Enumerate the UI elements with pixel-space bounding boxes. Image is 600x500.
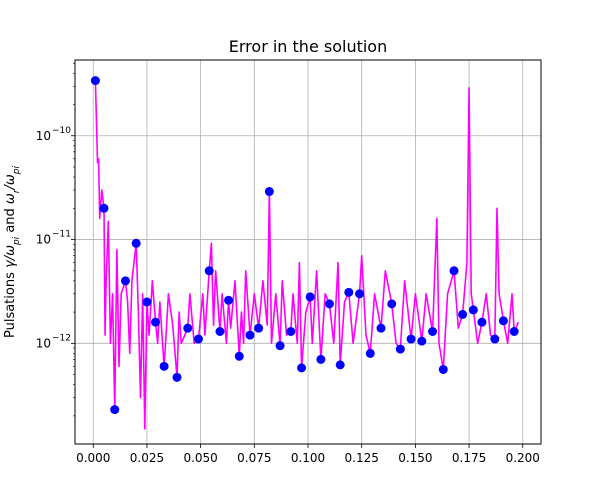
error-marker-point <box>458 309 468 319</box>
error-marker-point <box>297 363 307 373</box>
grid-lines <box>75 60 541 444</box>
error-marker-point <box>151 317 161 327</box>
error-marker-point <box>234 351 244 361</box>
error-marker-point <box>468 305 478 315</box>
error-marker-point <box>490 334 500 344</box>
error-marker-point <box>193 334 203 344</box>
error-marker-point <box>355 289 365 299</box>
x-axis-ticks: 0.000 0.025 0.050 0.075 0.100 0.125 0.150 0.175… <box>76 444 540 465</box>
error-marker-point <box>324 299 334 309</box>
error-marker-point <box>120 276 130 286</box>
error-marker-point <box>90 76 100 86</box>
error-marker-point <box>224 295 234 305</box>
error-marker-point <box>406 334 416 344</box>
error-marker-point <box>428 327 438 336</box>
x-tick-label: 0.050 <box>183 451 217 465</box>
error-marker-point <box>245 330 255 340</box>
x-tick-label: 0.000 <box>76 451 110 465</box>
error-marker-point <box>215 327 225 336</box>
x-tick-label: 0.025 <box>130 451 164 465</box>
x-tick-label: 0.075 <box>237 451 271 465</box>
error-marker-point <box>159 361 169 371</box>
error-marker-point <box>387 299 397 309</box>
error-marker-point <box>417 336 427 346</box>
error-marker-point <box>183 323 193 333</box>
x-tick-label: 0.175 <box>452 451 486 465</box>
error-marker-point <box>275 341 285 351</box>
error-marker-point <box>264 187 274 197</box>
error-marker-point <box>110 405 120 415</box>
error-marker-point <box>509 327 519 336</box>
error-marker-point <box>449 266 459 276</box>
error-marker-point <box>376 323 386 333</box>
error-marker-point <box>498 316 508 326</box>
error-marker-point <box>438 364 448 374</box>
y-tick-exponent: −11 <box>52 230 71 240</box>
chart-title: Error in the solution <box>229 37 387 56</box>
error-marker-point <box>305 292 315 302</box>
error-marker-point <box>142 297 152 307</box>
x-tick-label: 0.200 <box>506 451 540 465</box>
y-tick-exponent: −10 <box>52 126 71 136</box>
y-tick-exponent: −12 <box>52 333 71 343</box>
x-tick-label: 0.125 <box>345 451 379 465</box>
y-tick-label: 10 <box>36 233 51 247</box>
error-marker-point <box>172 372 182 382</box>
error-marker-point <box>131 238 141 248</box>
error-marker-point <box>99 203 109 213</box>
error-marker-point <box>395 344 405 354</box>
y-tick-label: 10 <box>36 129 51 143</box>
y-axis-label: Pulsations γ/ωpi and ωr/ωpi <box>3 165 22 338</box>
error-marker-point <box>316 354 326 364</box>
x-tick-label: 0.100 <box>291 451 325 465</box>
error-marker-series <box>90 76 519 415</box>
error-marker-point <box>204 266 214 276</box>
x-tick-label: 0.150 <box>398 451 432 465</box>
y-tick-label: 10 <box>36 336 51 350</box>
error-marker-point <box>286 327 296 336</box>
error-marker-point <box>344 287 354 297</box>
error-marker-point <box>365 348 375 358</box>
error-marker-point <box>477 317 487 327</box>
error-marker-point <box>335 360 345 370</box>
error-marker-point <box>254 323 264 333</box>
